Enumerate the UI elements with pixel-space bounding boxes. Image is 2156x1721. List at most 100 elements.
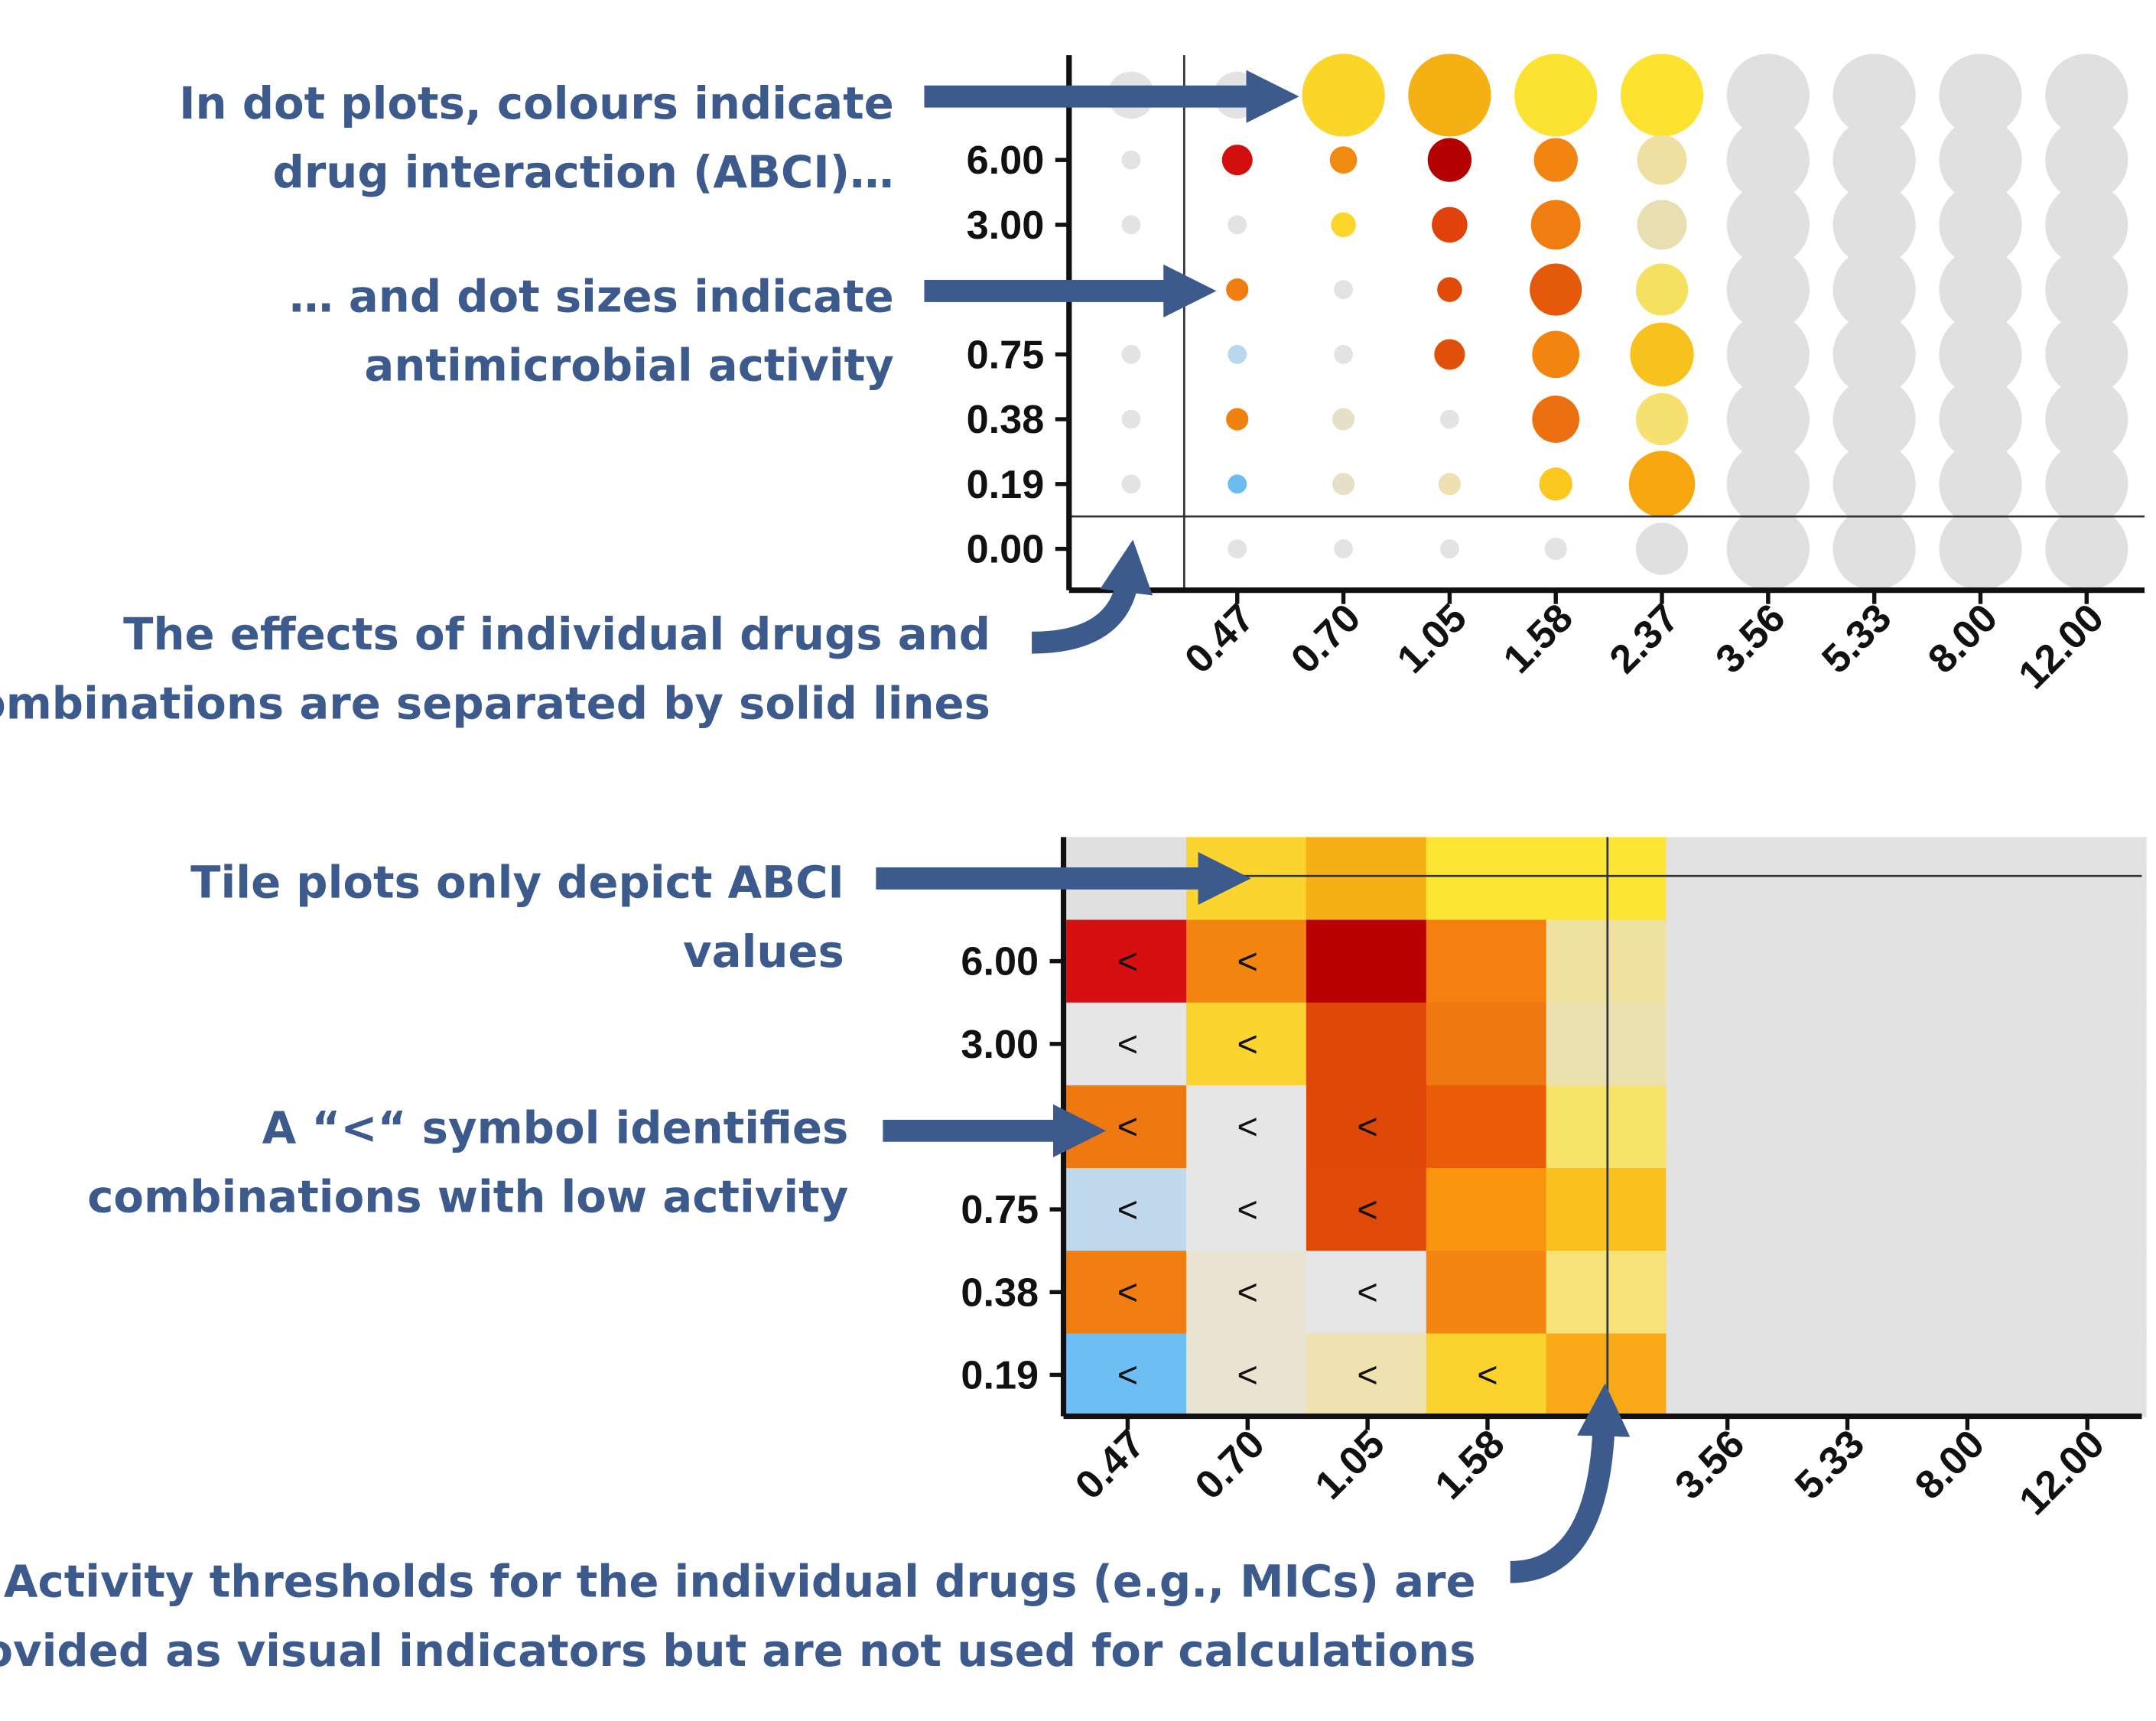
x-tick-label: 12.00 — [2011, 1422, 2112, 1524]
tile — [1066, 919, 1187, 1004]
dot — [1832, 54, 1916, 137]
dot — [1726, 313, 1810, 396]
dot — [1514, 54, 1598, 137]
cell-label: < — [1357, 1355, 1377, 1395]
dot — [2045, 54, 2128, 137]
dot — [1532, 330, 1580, 379]
dot — [1635, 522, 1689, 575]
dot — [1432, 207, 1468, 243]
dot — [2045, 442, 2128, 525]
dot — [1635, 393, 1689, 446]
x-tick-label: 0.47 — [1067, 1422, 1153, 1508]
cell-label: < — [1237, 1107, 1258, 1147]
tile — [1906, 1168, 2027, 1252]
dot — [2045, 313, 2128, 396]
cell-label: < — [1237, 1273, 1258, 1313]
tile — [1786, 1251, 1907, 1335]
annotation: A “<“ symbol identifies — [262, 1102, 849, 1154]
annotation: antimicrobial activity — [364, 340, 893, 392]
y-tick-label: 0.00 — [967, 528, 1045, 572]
tile — [1666, 919, 1787, 1004]
dot — [1334, 539, 1353, 558]
dot — [1408, 54, 1491, 137]
dot — [1832, 442, 1916, 525]
tile — [1666, 1251, 1787, 1335]
dot — [1939, 183, 2022, 266]
tile — [1906, 837, 2027, 921]
dot — [2045, 119, 2128, 202]
tile — [1786, 1333, 1907, 1417]
tile — [1306, 837, 1427, 921]
dot — [1331, 212, 1356, 238]
x-tick-label: 8.00 — [1920, 596, 2006, 682]
x-tick-label: 1.58 — [1495, 596, 1582, 682]
x-tick-label: 2.37 — [1602, 596, 1688, 682]
cell-label: < — [1237, 942, 1258, 981]
tile — [1306, 1002, 1427, 1086]
dot — [1121, 215, 1141, 235]
tile — [1666, 1333, 1787, 1417]
x-tick-label: 3.56 — [1667, 1422, 1753, 1508]
y-tick-label: 0.75 — [961, 1188, 1039, 1232]
dot — [1939, 377, 2022, 461]
annotation: … and dot sizes indicate — [289, 270, 894, 322]
dot — [1530, 263, 1582, 316]
y-tick-label: 3.00 — [961, 1023, 1039, 1067]
cell-label: < — [1117, 1024, 1138, 1064]
tile — [1786, 837, 1907, 921]
dot — [1539, 467, 1572, 501]
x-tick-label: 0.70 — [1283, 596, 1369, 682]
tile — [2025, 919, 2147, 1004]
cell-label: < — [1117, 1107, 1138, 1147]
arrow — [1510, 1383, 1631, 1583]
dot — [1302, 54, 1385, 137]
dot — [1530, 200, 1581, 250]
annotation: In dot plots, colours indicate — [179, 77, 894, 129]
tile — [1786, 1168, 1907, 1252]
tile — [1306, 1251, 1427, 1335]
tile — [1306, 1333, 1427, 1417]
tile — [1186, 1251, 1307, 1335]
y-tick-label: 6.00 — [967, 138, 1045, 183]
tile — [1186, 1168, 1307, 1252]
dot — [1544, 537, 1567, 561]
cell-label: < — [1237, 1024, 1258, 1064]
tile — [1426, 1085, 1547, 1169]
dot — [1228, 539, 1247, 558]
tile — [1306, 919, 1427, 1004]
annotation: The effects of individual drugs and — [123, 608, 990, 660]
dot — [1939, 54, 2022, 137]
x-tick-label: 8.00 — [1907, 1422, 1993, 1508]
dot — [1726, 183, 1810, 266]
dot — [1226, 408, 1249, 431]
dot — [1427, 138, 1472, 182]
dot — [1832, 507, 1916, 590]
x-tick-label: 3.56 — [1708, 596, 1794, 682]
annotation: values — [683, 926, 844, 978]
annotation: provided as visual indicators but are no… — [0, 1625, 1476, 1677]
dot — [1832, 248, 1916, 331]
dot — [1121, 474, 1141, 494]
dot — [1939, 313, 2022, 396]
dot — [2045, 183, 2128, 266]
tile — [1186, 1002, 1307, 1086]
dot — [1121, 409, 1141, 429]
x-tick-label: 0.47 — [1177, 596, 1263, 682]
tile — [1786, 1002, 1907, 1086]
dot — [1334, 344, 1353, 364]
tile — [1786, 919, 1907, 1004]
dot — [1437, 277, 1462, 302]
y-tick-label: 0.75 — [967, 333, 1045, 377]
tile — [1906, 1002, 2027, 1086]
dot — [1939, 248, 2022, 331]
dot — [1439, 539, 1459, 558]
annotation: combinations are separated by solid line… — [0, 677, 990, 729]
cell-label: < — [1357, 1107, 1377, 1147]
tile — [1426, 837, 1547, 921]
arrow — [1031, 539, 1153, 654]
tile — [1066, 1002, 1187, 1086]
y-tick-label: 0.19 — [961, 1354, 1039, 1398]
cell-label: < — [1357, 1189, 1377, 1229]
dot — [1939, 442, 2022, 525]
